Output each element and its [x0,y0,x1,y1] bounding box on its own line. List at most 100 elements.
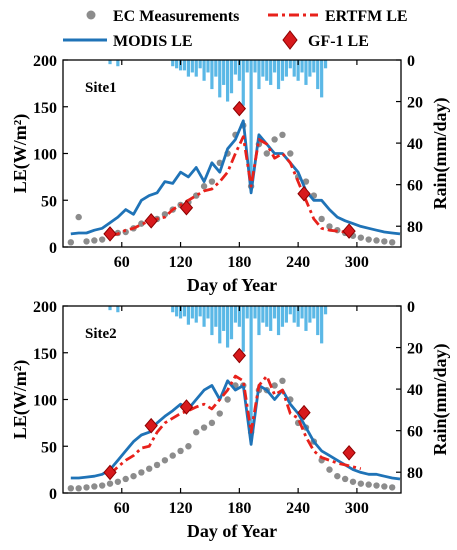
ec-point [83,484,90,491]
x-tick-label: 120 [169,500,193,517]
rain-bar [206,60,210,73]
ec-point [98,236,106,243]
rain-bar [194,306,198,323]
rain-bar [300,306,304,319]
rain-bar [206,306,210,319]
ec-point [357,234,365,241]
y2-tick-label: 0 [407,299,415,316]
y-tick-label: 0 [49,240,57,257]
ec-point [146,465,153,472]
y-tick-label: 150 [33,346,57,363]
y2-tick-label: 60 [407,424,423,441]
rain-bar [304,60,308,85]
rain-bar [225,60,230,102]
rain-bar [225,306,230,348]
y-tick-label: 200 [33,53,57,70]
ec-point [357,480,365,487]
rain-bar [269,60,273,85]
rain-bar [182,306,187,317]
ec-point [341,475,349,483]
ec-point [271,136,278,143]
rain-bar [202,60,206,81]
y2-tick-label: 0 [407,53,415,70]
rain-bar [116,60,120,67]
rain-bar [249,60,253,185]
rain-bar [296,306,300,327]
rain-bar [304,306,308,331]
legend-ertfm-label: ERTFM LE [325,8,408,25]
rain-bar [288,60,292,69]
rain-bar [280,60,285,81]
y2-tick-label: 20 [407,95,423,112]
rain-bar [186,60,191,77]
rain-bar [237,60,241,81]
rain-bar [316,60,320,90]
gf1-marker [179,399,194,415]
ec-point [208,419,216,427]
ec-point [169,452,176,459]
rain-bar [229,306,234,340]
rain-bar [320,60,324,98]
rain-bar [245,306,249,319]
ec-point [106,480,114,487]
rain-bar [178,306,183,319]
site1-panel: 60 120 180 240 300 0 50 100 150 200 0 20 40 60 80 Day o… [10,53,451,295]
rain-bar [222,60,226,85]
rain-bar [269,306,273,331]
ec-point [161,211,169,218]
y2-tick-label: 20 [407,341,423,358]
ec-point [326,466,333,473]
rain-bar [210,306,214,336]
y2-axis-label: Rain(mm/day) [430,343,451,455]
x-tick-label: 60 [114,254,130,271]
rain-bar [233,306,238,323]
rain-bar [273,60,277,73]
rain-bar [108,306,112,311]
rain-bar [241,306,245,352]
ec-point [388,239,396,246]
rain-bar [284,60,288,77]
ec-point [334,472,341,480]
rain-bar [210,60,214,90]
ec-point [193,429,200,436]
rain-bar [265,60,269,81]
rain-bar [253,60,257,73]
x-tick-label: 60 [114,500,130,517]
ec-point [388,484,396,491]
ec-point [224,396,231,403]
rain-bar [320,306,324,344]
rain-bar [214,306,218,327]
ec-point [138,220,145,227]
y-tick-label: 200 [33,299,57,316]
rain-bar [175,306,179,317]
ec-point [83,238,90,245]
rain-bar [265,306,269,327]
x-axis-label: Day of Year [187,521,277,541]
gf1-marker [179,199,194,216]
rain-bar [218,60,222,98]
y-tick-label: 50 [41,439,57,456]
rain-bar [257,306,261,336]
rain-bar [261,306,265,323]
y2-tick-label: 80 [407,465,423,482]
rain-bar [288,306,292,315]
ec-point [373,482,380,489]
rain-bar [261,60,265,77]
rain-bar [276,306,281,336]
y-axis-label: LE(W/m²) [10,114,31,193]
rain-bar [229,60,234,94]
rain-bar [312,306,316,319]
ec-point [279,131,286,138]
rain-bar [108,60,112,65]
ec-point [208,178,216,185]
site-label: Site2 [85,326,117,342]
x-tick-label: 300 [345,500,369,517]
rain-bar [171,306,175,313]
rain-bar [178,60,183,71]
rain-bar [182,60,187,71]
ec-point [161,457,169,464]
rain-bar [171,60,175,67]
ec-point [114,478,122,485]
rain-bar [198,60,202,69]
y2-axis-label: Rain(mm/day) [430,97,451,209]
